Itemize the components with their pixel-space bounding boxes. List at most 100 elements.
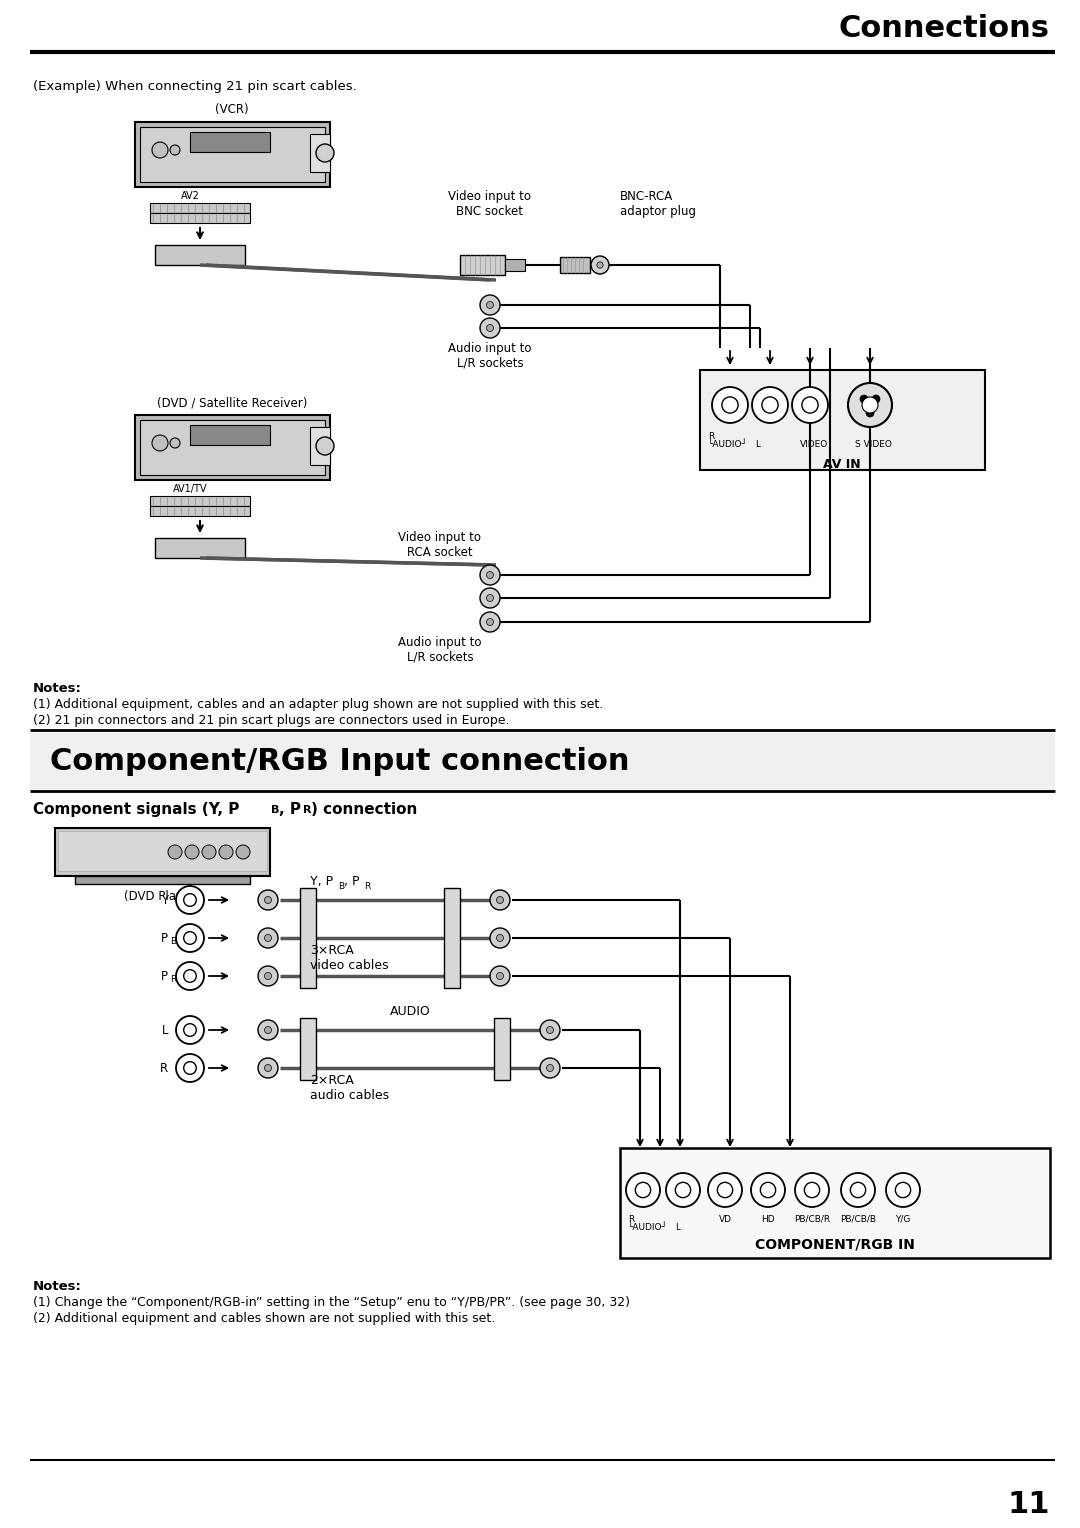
Text: Notes:: Notes: — [33, 1280, 82, 1293]
Text: PB/CB/B: PB/CB/B — [840, 1215, 876, 1224]
Bar — [55, 828, 270, 876]
Bar — [300, 888, 316, 989]
Circle shape — [184, 932, 197, 944]
Text: P: P — [161, 932, 168, 944]
Circle shape — [176, 924, 204, 952]
Circle shape — [497, 897, 503, 903]
Text: └AUDIO┘: └AUDIO┘ — [627, 1222, 667, 1232]
Bar — [460, 255, 505, 275]
Text: B: B — [170, 938, 176, 946]
Text: R: R — [627, 1215, 634, 1224]
Text: Video input to
RCA socket: Video input to RCA socket — [399, 532, 482, 559]
Circle shape — [895, 1183, 910, 1198]
Text: R: R — [160, 1062, 168, 1074]
Circle shape — [862, 397, 878, 413]
Text: AV2: AV2 — [180, 191, 200, 202]
Bar — [135, 416, 330, 480]
Circle shape — [591, 257, 609, 274]
Circle shape — [490, 927, 510, 947]
Circle shape — [490, 966, 510, 986]
Bar — [190, 131, 270, 151]
Circle shape — [841, 1174, 875, 1207]
Text: (1) Change the “Component/RGB-in” setting in the “Setup” enu to “Y/PB/PR”. (see : (1) Change the “Component/RGB-in” settin… — [33, 1296, 630, 1309]
Text: B: B — [338, 882, 345, 891]
Circle shape — [490, 889, 510, 911]
Circle shape — [497, 972, 503, 979]
Text: , P: , P — [279, 802, 301, 817]
Circle shape — [546, 1027, 554, 1033]
Bar — [150, 203, 249, 212]
Circle shape — [168, 845, 183, 859]
Text: Y, P: Y, P — [310, 876, 333, 888]
Bar — [150, 497, 249, 506]
Circle shape — [805, 1183, 820, 1198]
Circle shape — [712, 387, 748, 423]
Circle shape — [170, 439, 180, 448]
Circle shape — [872, 396, 880, 403]
Circle shape — [258, 966, 278, 986]
Bar — [156, 538, 245, 558]
Circle shape — [480, 613, 500, 633]
Circle shape — [176, 1054, 204, 1082]
Circle shape — [265, 935, 271, 941]
Text: R: R — [708, 432, 714, 442]
Circle shape — [265, 1065, 271, 1071]
Circle shape — [265, 897, 271, 903]
Bar — [30, 733, 1055, 792]
Bar — [620, 1148, 1050, 1258]
Circle shape — [675, 1183, 690, 1198]
Bar — [140, 127, 325, 182]
Bar — [444, 888, 460, 989]
Circle shape — [184, 970, 197, 983]
Bar — [140, 420, 325, 475]
Circle shape — [480, 565, 500, 585]
Circle shape — [184, 1024, 197, 1036]
Bar — [300, 1018, 316, 1080]
Text: Component signals (Y, P: Component signals (Y, P — [33, 802, 240, 817]
Text: Connections: Connections — [839, 14, 1050, 43]
Circle shape — [152, 142, 168, 157]
Circle shape — [801, 397, 819, 413]
Circle shape — [546, 1065, 554, 1071]
Text: └AUDIO┘: └AUDIO┘ — [708, 440, 747, 449]
Circle shape — [258, 1057, 278, 1077]
Circle shape — [850, 1183, 866, 1198]
Text: (1) Additional equipment, cables and an adapter plug shown are not supplied with: (1) Additional equipment, cables and an … — [33, 698, 604, 711]
Circle shape — [886, 1174, 920, 1207]
Circle shape — [708, 1174, 742, 1207]
Circle shape — [265, 1027, 271, 1033]
Text: (VCR): (VCR) — [215, 102, 248, 116]
Circle shape — [316, 144, 334, 162]
Text: HD: HD — [761, 1215, 774, 1224]
Text: (Example) When connecting 21 pin scart cables.: (Example) When connecting 21 pin scart c… — [33, 79, 356, 93]
Circle shape — [152, 435, 168, 451]
Circle shape — [219, 845, 233, 859]
Text: R: R — [364, 882, 370, 891]
Circle shape — [258, 927, 278, 947]
Text: , P: , P — [345, 876, 360, 888]
Circle shape — [626, 1174, 660, 1207]
Text: Notes:: Notes: — [33, 681, 82, 695]
Circle shape — [176, 963, 204, 990]
Text: PB/CB/R: PB/CB/R — [794, 1215, 831, 1224]
Text: L: L — [675, 1222, 680, 1232]
Bar — [156, 244, 245, 264]
Text: Y/G: Y/G — [895, 1215, 910, 1224]
Text: Y: Y — [161, 894, 168, 906]
Text: VIDEO: VIDEO — [800, 440, 828, 449]
Circle shape — [760, 1183, 775, 1198]
Bar — [135, 122, 330, 186]
Circle shape — [866, 410, 874, 417]
Text: L: L — [755, 440, 760, 449]
Text: AUDIO: AUDIO — [390, 1005, 431, 1018]
Circle shape — [486, 301, 494, 309]
Text: Component/RGB Input connection: Component/RGB Input connection — [50, 747, 630, 776]
Text: BNC-RCA
adaptor plug: BNC-RCA adaptor plug — [620, 189, 696, 219]
Circle shape — [316, 437, 334, 455]
Circle shape — [721, 397, 738, 413]
Bar — [561, 257, 590, 274]
Circle shape — [480, 588, 500, 608]
Circle shape — [202, 845, 216, 859]
Circle shape — [486, 619, 494, 625]
Circle shape — [540, 1021, 561, 1041]
